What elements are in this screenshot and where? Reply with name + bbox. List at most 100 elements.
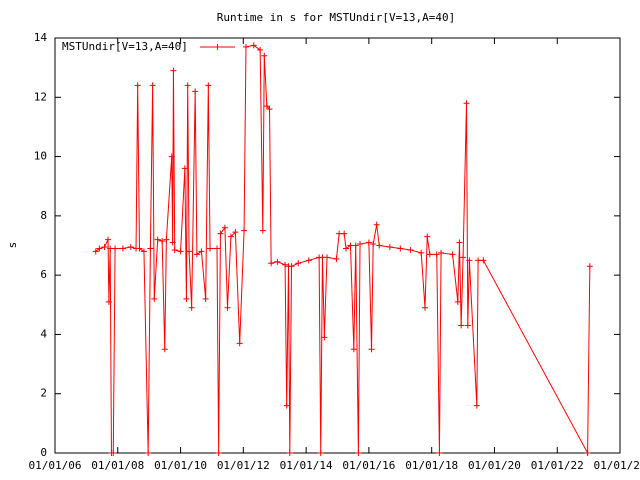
data-point: [373, 221, 380, 228]
data-point: [438, 249, 445, 256]
data-point: [586, 263, 593, 270]
data-point: [205, 82, 212, 89]
data-point: [350, 346, 357, 353]
data-point: [282, 261, 289, 268]
data-point: [154, 236, 161, 243]
data-point: [460, 254, 467, 261]
data-point: [171, 246, 178, 253]
data-point: [473, 402, 480, 409]
data-point: [127, 243, 134, 250]
data-point: [407, 246, 414, 253]
data-point: [295, 260, 302, 267]
data-point: [105, 236, 112, 243]
y-tick-label: 8: [40, 209, 47, 222]
data-point: [96, 245, 103, 252]
data-point: [365, 239, 372, 246]
data-point: [181, 165, 188, 172]
data-point: [336, 230, 343, 237]
data-point: [397, 245, 404, 252]
x-tick-label: 01/01/16: [342, 459, 395, 472]
data-point: [305, 257, 312, 264]
data-point: [149, 82, 156, 89]
data-point: [424, 233, 431, 240]
data-point: [202, 295, 209, 302]
data-point: [217, 230, 224, 237]
data-point: [136, 245, 143, 252]
y-tick-label: 10: [34, 150, 47, 163]
data-point: [92, 248, 99, 255]
data-point: [386, 243, 393, 250]
data-point: [368, 346, 375, 353]
data-point: [257, 46, 264, 53]
y-axis-label: s: [6, 242, 19, 249]
data-point: [274, 258, 281, 265]
data-point: [266, 106, 273, 113]
data-point: [458, 322, 465, 329]
data-point: [192, 88, 199, 95]
y-tick-label: 6: [40, 268, 47, 281]
data-point: [466, 257, 473, 264]
data-point: [188, 304, 195, 311]
data-point: [480, 257, 487, 264]
data-point: [456, 239, 463, 246]
data-point: [436, 450, 443, 456]
x-tick-label: 01/01/14: [280, 459, 333, 472]
x-tick-label: 01/01/18: [405, 459, 458, 472]
data-point: [343, 245, 350, 252]
data-line: [95, 44, 591, 455]
y-tick-label: 4: [40, 327, 47, 340]
data-point: [347, 242, 354, 249]
data-point: [261, 52, 268, 59]
data-point: [186, 248, 193, 255]
data-point: [168, 153, 175, 160]
x-tick-label: 01/01/12: [217, 459, 270, 472]
x-tick-label: 01/01/20: [468, 459, 521, 472]
x-tick-label: 01/01/08: [91, 459, 144, 472]
data-point: [134, 82, 141, 89]
data-point: [463, 100, 470, 107]
data-point: [145, 450, 152, 456]
data-point: [163, 236, 170, 243]
data-point: [101, 243, 108, 250]
data-point: [214, 245, 221, 252]
data-point: [140, 248, 147, 255]
data-point: [224, 304, 231, 311]
data-point: [283, 402, 290, 409]
data-point: [317, 450, 324, 456]
data-point: [177, 248, 184, 255]
data-point: [221, 224, 228, 231]
data-point: [241, 227, 248, 234]
data-point: [475, 257, 482, 264]
data-point: [286, 450, 293, 456]
data-point: [110, 450, 117, 456]
data-point: [193, 251, 200, 258]
data-point: [161, 346, 168, 353]
data-point: [421, 304, 428, 311]
data-point: [341, 230, 348, 237]
data-point: [370, 241, 377, 248]
data-point: [321, 334, 328, 341]
data-point: [355, 450, 362, 456]
data-point: [242, 43, 249, 50]
data-point: [198, 248, 205, 255]
data-point: [357, 241, 364, 248]
x-tick-label: 01/01/22: [531, 459, 584, 472]
data-point: [263, 103, 270, 110]
data-point: [333, 255, 340, 262]
data-point: [259, 227, 266, 234]
x-tick-label: 01/01/06: [29, 459, 82, 472]
data-point: [119, 245, 126, 252]
chart-title: Runtime in s for MSTUndir[V=13,A=40]: [217, 11, 455, 24]
data-point: [250, 42, 257, 49]
data-point: [418, 249, 425, 256]
data-point: [183, 295, 190, 302]
y-tick-label: 14: [34, 31, 48, 44]
x-tick-label: 01/01/24: [594, 459, 640, 472]
data-point: [159, 238, 166, 245]
data-point: [464, 322, 471, 329]
data-point: [112, 245, 119, 252]
data-point: [288, 263, 295, 270]
data-point: [352, 242, 359, 249]
data-point: [268, 260, 275, 267]
